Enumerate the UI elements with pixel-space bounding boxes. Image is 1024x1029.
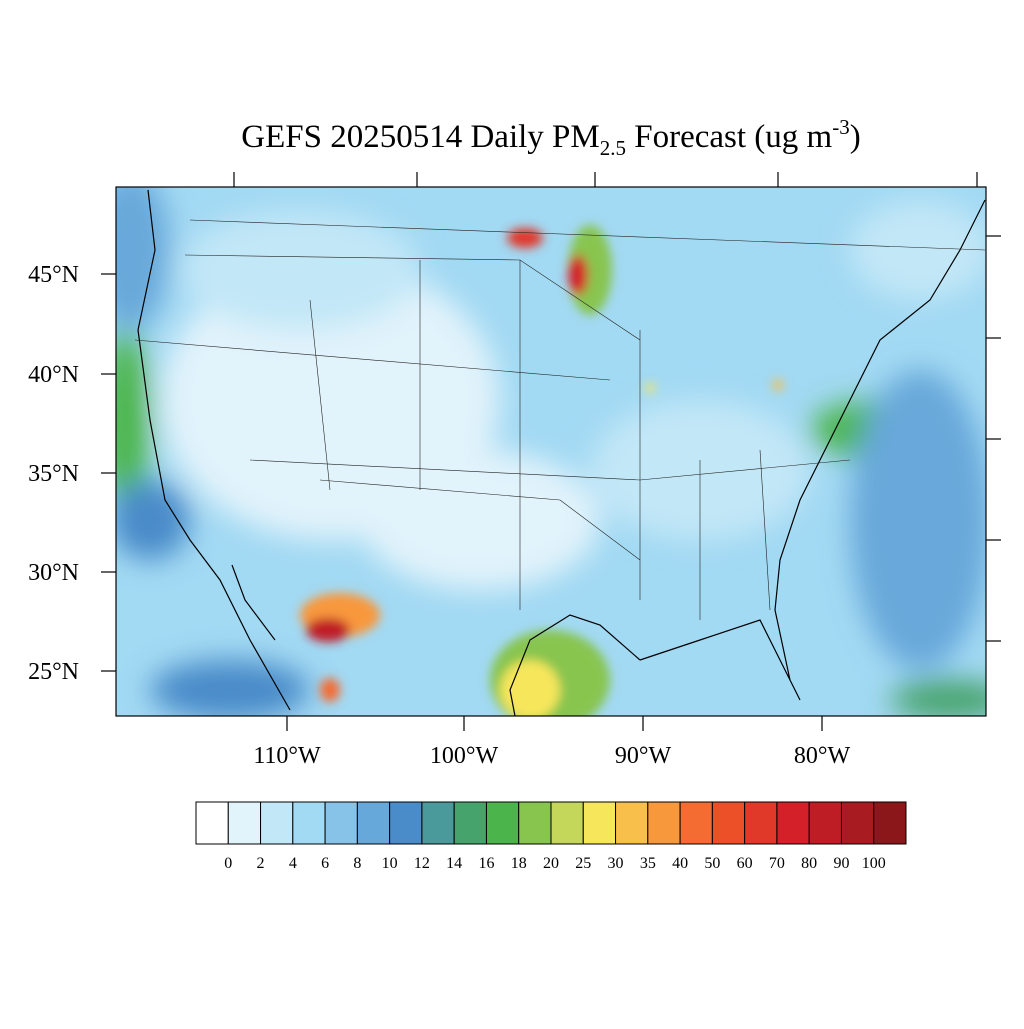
colorbar-label: 25	[575, 855, 591, 872]
colorbar-box	[518, 801, 552, 845]
lon-label: 100°W	[430, 743, 499, 769]
colorbar-box	[195, 801, 229, 845]
colorbar-box	[873, 801, 907, 845]
colorbar-box	[389, 801, 423, 845]
map-field	[116, 187, 986, 716]
lat-label: 25°N	[28, 659, 79, 685]
colorbar-label: 90	[833, 855, 849, 872]
title-main: GEFS 20250514 Daily PM	[241, 119, 599, 155]
colorbar-box	[647, 801, 681, 845]
colorbar-box	[808, 801, 842, 845]
lon-label: 110°W	[253, 743, 321, 769]
title-middle: Forecast (ug m	[626, 119, 833, 155]
colorbar-label: 8	[353, 855, 361, 872]
map-title: GEFS 20250514 Daily PM2.5 Forecast (ug m…	[241, 115, 860, 160]
axis-labels: 45°N 40°N 35°N 30°N 25°N 110°W 100°W 90°W 80°W	[28, 262, 850, 769]
colorbar-box	[711, 801, 746, 845]
colorbar-box	[615, 801, 649, 845]
state-borders	[134, 219, 986, 620]
colorbar-label: 4	[289, 855, 297, 872]
lat-label: 45°N	[28, 262, 79, 288]
colorbar-label: 70	[769, 855, 785, 872]
colorbar-label: 30	[608, 855, 624, 872]
colorbar-label: 6	[321, 855, 329, 872]
colorbar-label: 100	[862, 855, 886, 872]
colorbar-label: 10	[382, 855, 398, 872]
colorbar-box	[744, 801, 778, 845]
title-superscript: -3	[832, 115, 850, 139]
colorbar-label: 14	[446, 855, 462, 872]
map-frame	[115, 186, 987, 717]
coastline	[137, 189, 986, 716]
colorbar-label: 12	[414, 855, 430, 872]
colorbar-label: 35	[640, 855, 656, 872]
colorbar-label: 2	[257, 855, 265, 872]
colorbar: 0 2 4 6 8 10 12 14 16 18 20 25 30 35 40 50 60 70 80 90 100	[195, 801, 907, 872]
colorbar-label: 80	[801, 855, 817, 872]
colorbar-box	[485, 801, 520, 845]
colorbar-box	[776, 801, 810, 845]
title-subscript: 2.5	[600, 136, 626, 160]
colorbar-label: 18	[511, 855, 527, 872]
colorbar-label: 0	[224, 855, 232, 872]
colorbar-box	[582, 801, 617, 845]
colorbar-label: 60	[737, 855, 753, 872]
colorbar-box	[292, 801, 326, 845]
lon-label: 90°W	[615, 743, 672, 769]
frame-ticks	[101, 172, 1001, 731]
lat-label: 30°N	[28, 560, 79, 586]
lon-label: 80°W	[794, 743, 851, 769]
colorbar-box	[421, 801, 455, 845]
title-end: )	[850, 119, 861, 155]
colorbar-label: 16	[478, 855, 494, 872]
lat-label: 35°N	[28, 461, 79, 487]
colorbar-box	[679, 801, 713, 845]
colorbar-box	[550, 801, 584, 845]
colorbar-box	[324, 801, 358, 845]
colorbar-label: 50	[704, 855, 720, 872]
colorbar-box	[356, 801, 391, 845]
colorbar-box	[453, 801, 487, 845]
colorbar-box	[227, 801, 262, 845]
lat-label: 40°N	[28, 362, 79, 388]
colorbar-label: 20	[543, 855, 559, 872]
colorbar-box	[840, 801, 875, 845]
colorbar-box	[260, 801, 294, 845]
colorbar-label: 40	[672, 855, 688, 872]
